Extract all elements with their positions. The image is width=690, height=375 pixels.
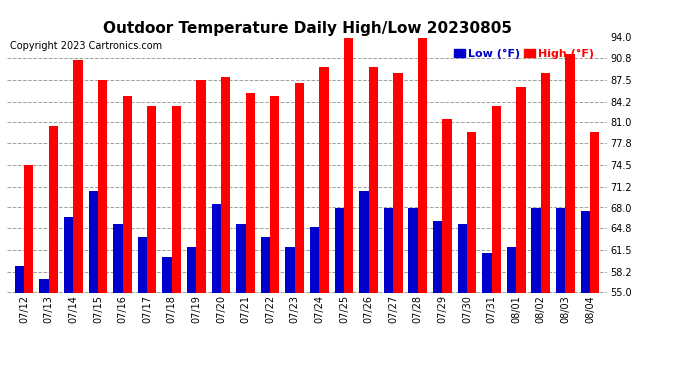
- Bar: [24, 165, 34, 292]
- Bar: [286, 247, 295, 292]
- Bar: [197, 80, 206, 292]
- Bar: [162, 256, 172, 292]
- Bar: [507, 247, 516, 292]
- Bar: [212, 204, 221, 292]
- Bar: [113, 224, 123, 292]
- Bar: [64, 217, 73, 292]
- Bar: [319, 67, 328, 292]
- Bar: [482, 253, 491, 292]
- Bar: [221, 77, 230, 292]
- Bar: [310, 227, 319, 292]
- Bar: [147, 106, 157, 292]
- Bar: [270, 96, 279, 292]
- Text: Copyright 2023 Cartronics.com: Copyright 2023 Cartronics.com: [10, 41, 162, 51]
- Bar: [408, 207, 417, 292]
- Bar: [556, 207, 565, 292]
- Bar: [246, 93, 255, 292]
- Bar: [335, 207, 344, 292]
- Bar: [98, 80, 107, 292]
- Bar: [123, 96, 132, 292]
- Bar: [491, 106, 501, 292]
- Bar: [39, 279, 49, 292]
- Legend: Low (°F), High (°F): Low (°F), High (°F): [449, 44, 599, 63]
- Bar: [565, 54, 575, 292]
- Bar: [516, 87, 526, 292]
- Bar: [172, 106, 181, 292]
- Bar: [417, 38, 427, 292]
- Bar: [138, 237, 147, 292]
- Bar: [467, 132, 476, 292]
- Bar: [359, 191, 368, 292]
- Bar: [433, 220, 442, 292]
- Bar: [49, 126, 58, 292]
- Bar: [580, 211, 590, 292]
- Bar: [541, 74, 550, 292]
- Title: Outdoor Temperature Daily High/Low 20230805: Outdoor Temperature Daily High/Low 20230…: [103, 21, 511, 36]
- Bar: [261, 237, 270, 292]
- Bar: [531, 207, 541, 292]
- Bar: [187, 247, 197, 292]
- Bar: [384, 207, 393, 292]
- Bar: [73, 60, 83, 292]
- Bar: [590, 132, 600, 292]
- Bar: [236, 224, 246, 292]
- Bar: [442, 119, 452, 292]
- Bar: [344, 38, 353, 292]
- Bar: [14, 266, 24, 292]
- Bar: [457, 224, 467, 292]
- Bar: [295, 83, 304, 292]
- Bar: [368, 67, 378, 292]
- Bar: [393, 74, 402, 292]
- Bar: [88, 191, 98, 292]
